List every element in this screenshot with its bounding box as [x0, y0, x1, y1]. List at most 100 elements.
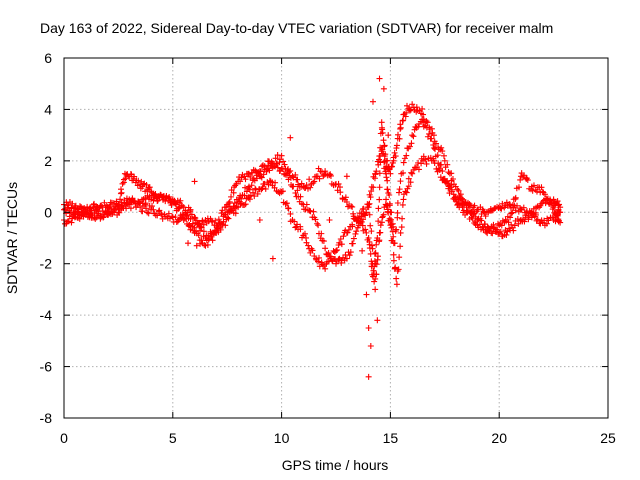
- data-point-track-b: [118, 189, 125, 196]
- data-point-track-c: [444, 180, 451, 187]
- data-point-track-b: [382, 151, 389, 158]
- data-point-track-c: [340, 233, 347, 240]
- data-point-track-b: [471, 210, 478, 217]
- data-point-track-b: [529, 210, 536, 217]
- data-point-track-c: [368, 228, 375, 235]
- data-point-scattered-outliers: [369, 98, 376, 105]
- data-point-scattered-outliers: [376, 75, 383, 82]
- data-point-track-c: [208, 233, 215, 240]
- data-point-track-a: [512, 207, 519, 214]
- data-point-track-a: [386, 192, 393, 199]
- data-point-track-a: [515, 208, 522, 215]
- data-point-track-c: [377, 229, 384, 236]
- data-point-track-c: [460, 207, 467, 214]
- data-point-track-c: [254, 190, 261, 197]
- x-tick-label: 25: [600, 430, 616, 446]
- data-point-track-b: [273, 160, 280, 167]
- data-point-track-c: [430, 155, 437, 162]
- data-point-track-a: [401, 155, 408, 162]
- data-point-track-c: [329, 258, 336, 265]
- data-point-track-c: [169, 213, 176, 220]
- data-point-track-b: [438, 144, 445, 151]
- data-point-track-a: [333, 260, 339, 267]
- data-point-track-a: [438, 161, 445, 168]
- data-point-track-c: [121, 199, 128, 206]
- data-point-track-b: [406, 107, 413, 114]
- data-point-track-c: [336, 239, 343, 246]
- data-point-track-a: [272, 155, 279, 162]
- data-point-track-b: [168, 202, 175, 209]
- data-point-track-a: [499, 200, 506, 207]
- data-point-track-b: [400, 117, 407, 124]
- data-point-track-b: [335, 180, 342, 187]
- data-point-track-c: [366, 211, 373, 218]
- data-point-track-b: [69, 215, 76, 222]
- data-point-track-a: [430, 142, 437, 149]
- data-point-track-b: [470, 210, 477, 217]
- data-point-track-c: [78, 212, 85, 219]
- data-point-track-b: [510, 227, 517, 234]
- data-point-track-c: [554, 212, 561, 219]
- data-point-track-b: [376, 170, 383, 177]
- data-point-track-c: [397, 229, 404, 236]
- data-point-track-b: [310, 179, 317, 186]
- data-point-track-c: [399, 201, 406, 208]
- data-point-scattered-outliers: [193, 242, 200, 249]
- data-point-track-b: [342, 194, 349, 201]
- data-point-track-a: [406, 143, 413, 150]
- data-point-track-c: [360, 205, 367, 212]
- data-point-track-a: [373, 168, 380, 175]
- data-point-track-c: [172, 214, 179, 221]
- data-point-track-c: [517, 176, 524, 183]
- data-point-track-b: [424, 119, 431, 126]
- data-point-track-c: [242, 201, 249, 208]
- data-point-track-a: [393, 226, 400, 233]
- data-point-track-b: [336, 184, 343, 191]
- data-point-track-b: [554, 198, 561, 205]
- data-point-track-c: [363, 210, 370, 217]
- data-point-track-c: [315, 258, 322, 265]
- data-point-track-a: [410, 133, 417, 140]
- data-point-track-b: [263, 166, 270, 173]
- data-point-track-c: [337, 236, 344, 243]
- data-point-track-b: [272, 163, 279, 170]
- data-point-track-b: [449, 176, 456, 183]
- data-point-track-a: [394, 209, 401, 216]
- data-point-track-c: [408, 169, 415, 176]
- data-point-track-c: [272, 179, 279, 186]
- data-point-track-a: [471, 202, 478, 209]
- data-point-track-c: [344, 229, 351, 236]
- y-tick-label: -6: [40, 359, 53, 375]
- data-point-scattered-outliers: [363, 291, 370, 298]
- data-point-track-b: [303, 182, 310, 189]
- data-point-track-b: [525, 216, 532, 223]
- data-point-track-c: [134, 201, 141, 208]
- data-point-track-b: [396, 135, 403, 142]
- data-point-track-c: [345, 226, 352, 233]
- data-point-track-a: [350, 235, 357, 242]
- data-point-track-c: [80, 208, 87, 215]
- data-point-track-b: [433, 140, 440, 147]
- data-point-track-c: [529, 187, 536, 194]
- data-point-track-b: [375, 205, 382, 212]
- data-point-track-c: [533, 188, 540, 195]
- data-point-track-b: [378, 119, 385, 126]
- chart-title: Day 163 of 2022, Sidereal Day-to-day VTE…: [40, 20, 553, 36]
- data-point-track-c: [106, 210, 113, 217]
- data-point-track-b: [316, 175, 323, 182]
- data-point-track-b: [455, 187, 462, 194]
- data-point-track-c: [319, 261, 326, 268]
- data-point-track-c: [373, 271, 380, 278]
- data-point-track-b: [371, 250, 378, 257]
- data-point-track-a: [537, 220, 544, 227]
- data-point-track-a: [322, 245, 329, 252]
- data-point-track-a: [347, 249, 354, 256]
- data-point-track-a: [312, 216, 319, 223]
- data-point-track-b: [394, 131, 401, 138]
- data-point-track-c: [386, 217, 393, 224]
- data-point-track-a: [246, 186, 253, 193]
- data-point-track-c: [217, 223, 224, 230]
- data-point-track-b: [221, 211, 228, 218]
- data-point-track-c: [183, 215, 190, 222]
- data-point-scattered-outliers: [287, 134, 294, 141]
